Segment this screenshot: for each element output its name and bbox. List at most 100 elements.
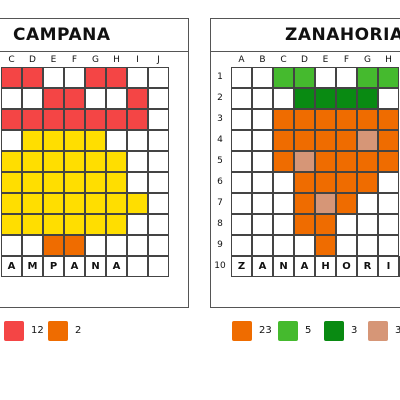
grid-cell[interactable] <box>127 172 148 193</box>
grid-cell[interactable] <box>106 130 127 151</box>
grid-cell[interactable] <box>336 151 357 172</box>
grid-cell[interactable] <box>148 235 169 256</box>
grid-cell[interactable] <box>273 172 294 193</box>
grid-cell[interactable] <box>43 235 64 256</box>
grid-cell[interactable] <box>315 67 336 88</box>
grid-cell[interactable] <box>378 214 399 235</box>
grid-cell[interactable] <box>378 151 399 172</box>
grid-cell[interactable] <box>273 109 294 130</box>
grid-cell[interactable] <box>231 193 252 214</box>
grid-cell[interactable] <box>64 109 85 130</box>
grid-cell[interactable] <box>336 214 357 235</box>
grid-cell[interactable] <box>106 109 127 130</box>
grid-cell[interactable] <box>85 130 106 151</box>
grid-cell[interactable] <box>231 67 252 88</box>
grid-cell[interactable] <box>22 67 43 88</box>
grid-cell[interactable] <box>1 151 22 172</box>
grid-cell[interactable] <box>252 67 273 88</box>
grid-cell[interactable] <box>85 88 106 109</box>
grid-cell[interactable] <box>1 214 22 235</box>
grid-cell[interactable] <box>85 214 106 235</box>
grid-cell[interactable] <box>252 193 273 214</box>
grid-cell[interactable] <box>64 214 85 235</box>
grid-cell[interactable] <box>1 88 22 109</box>
grid-cell[interactable] <box>294 214 315 235</box>
grid-cell[interactable] <box>85 109 106 130</box>
grid-cell[interactable] <box>252 235 273 256</box>
grid-cell[interactable] <box>106 67 127 88</box>
grid-cell[interactable] <box>315 109 336 130</box>
grid-cell[interactable] <box>357 235 378 256</box>
grid-cell[interactable] <box>294 172 315 193</box>
grid-cell[interactable] <box>22 109 43 130</box>
grid-cell[interactable] <box>106 235 127 256</box>
grid-cell[interactable] <box>231 151 252 172</box>
grid-cell[interactable] <box>357 130 378 151</box>
grid-cell[interactable] <box>43 151 64 172</box>
grid-cell[interactable] <box>315 88 336 109</box>
grid-cell[interactable] <box>231 214 252 235</box>
grid-cell[interactable] <box>43 214 64 235</box>
color-swatch[interactable] <box>48 321 68 341</box>
grid-cell[interactable] <box>127 193 148 214</box>
grid-cell[interactable] <box>231 130 252 151</box>
grid-cell[interactable] <box>315 214 336 235</box>
grid-cell[interactable] <box>1 130 22 151</box>
grid-cell[interactable] <box>148 67 169 88</box>
color-swatch[interactable] <box>368 321 388 341</box>
grid-cell[interactable] <box>273 130 294 151</box>
grid-cell[interactable] <box>231 88 252 109</box>
grid-cell[interactable] <box>273 67 294 88</box>
grid-cell[interactable] <box>85 235 106 256</box>
grid-cell[interactable] <box>273 214 294 235</box>
grid-cell[interactable] <box>127 109 148 130</box>
grid-cell[interactable] <box>294 67 315 88</box>
grid-cell[interactable] <box>378 130 399 151</box>
grid-cell[interactable] <box>43 67 64 88</box>
grid-cell[interactable] <box>43 88 64 109</box>
grid-cell[interactable] <box>127 88 148 109</box>
grid-cell[interactable] <box>252 172 273 193</box>
grid-cell[interactable] <box>378 67 399 88</box>
grid-cell[interactable] <box>64 130 85 151</box>
grid-cell[interactable] <box>85 67 106 88</box>
grid-cell[interactable] <box>148 151 169 172</box>
grid-cell[interactable] <box>357 88 378 109</box>
color-swatch[interactable] <box>278 321 298 341</box>
grid-cell[interactable] <box>22 88 43 109</box>
grid-cell[interactable] <box>357 172 378 193</box>
grid-cell[interactable] <box>106 172 127 193</box>
grid-cell[interactable] <box>1 172 22 193</box>
grid-cell[interactable] <box>64 172 85 193</box>
grid-cell[interactable] <box>252 130 273 151</box>
grid-cell[interactable] <box>336 109 357 130</box>
grid-cell[interactable] <box>148 193 169 214</box>
grid-cell[interactable] <box>378 172 399 193</box>
grid-cell[interactable] <box>148 88 169 109</box>
grid-cell[interactable] <box>231 172 252 193</box>
grid-cell[interactable] <box>252 151 273 172</box>
grid-cell[interactable] <box>273 151 294 172</box>
grid-cell[interactable] <box>22 235 43 256</box>
grid-cell[interactable] <box>64 235 85 256</box>
grid-cell[interactable] <box>127 151 148 172</box>
grid-cell[interactable] <box>148 214 169 235</box>
grid-cell[interactable] <box>85 151 106 172</box>
grid-cell[interactable] <box>357 193 378 214</box>
grid-cell[interactable] <box>336 193 357 214</box>
grid-cell[interactable] <box>43 130 64 151</box>
grid-cell[interactable] <box>357 151 378 172</box>
grid-cell[interactable] <box>127 235 148 256</box>
grid-cell[interactable] <box>315 172 336 193</box>
grid-cell[interactable] <box>315 235 336 256</box>
grid-cell[interactable] <box>106 193 127 214</box>
grid-cell[interactable] <box>43 172 64 193</box>
grid-cell[interactable] <box>85 172 106 193</box>
grid-cell[interactable] <box>336 88 357 109</box>
grid-cell[interactable] <box>294 193 315 214</box>
grid-cell[interactable] <box>106 88 127 109</box>
grid-cell[interactable] <box>294 151 315 172</box>
grid-cell[interactable] <box>64 151 85 172</box>
grid-cell[interactable] <box>252 109 273 130</box>
grid-cell[interactable] <box>148 109 169 130</box>
